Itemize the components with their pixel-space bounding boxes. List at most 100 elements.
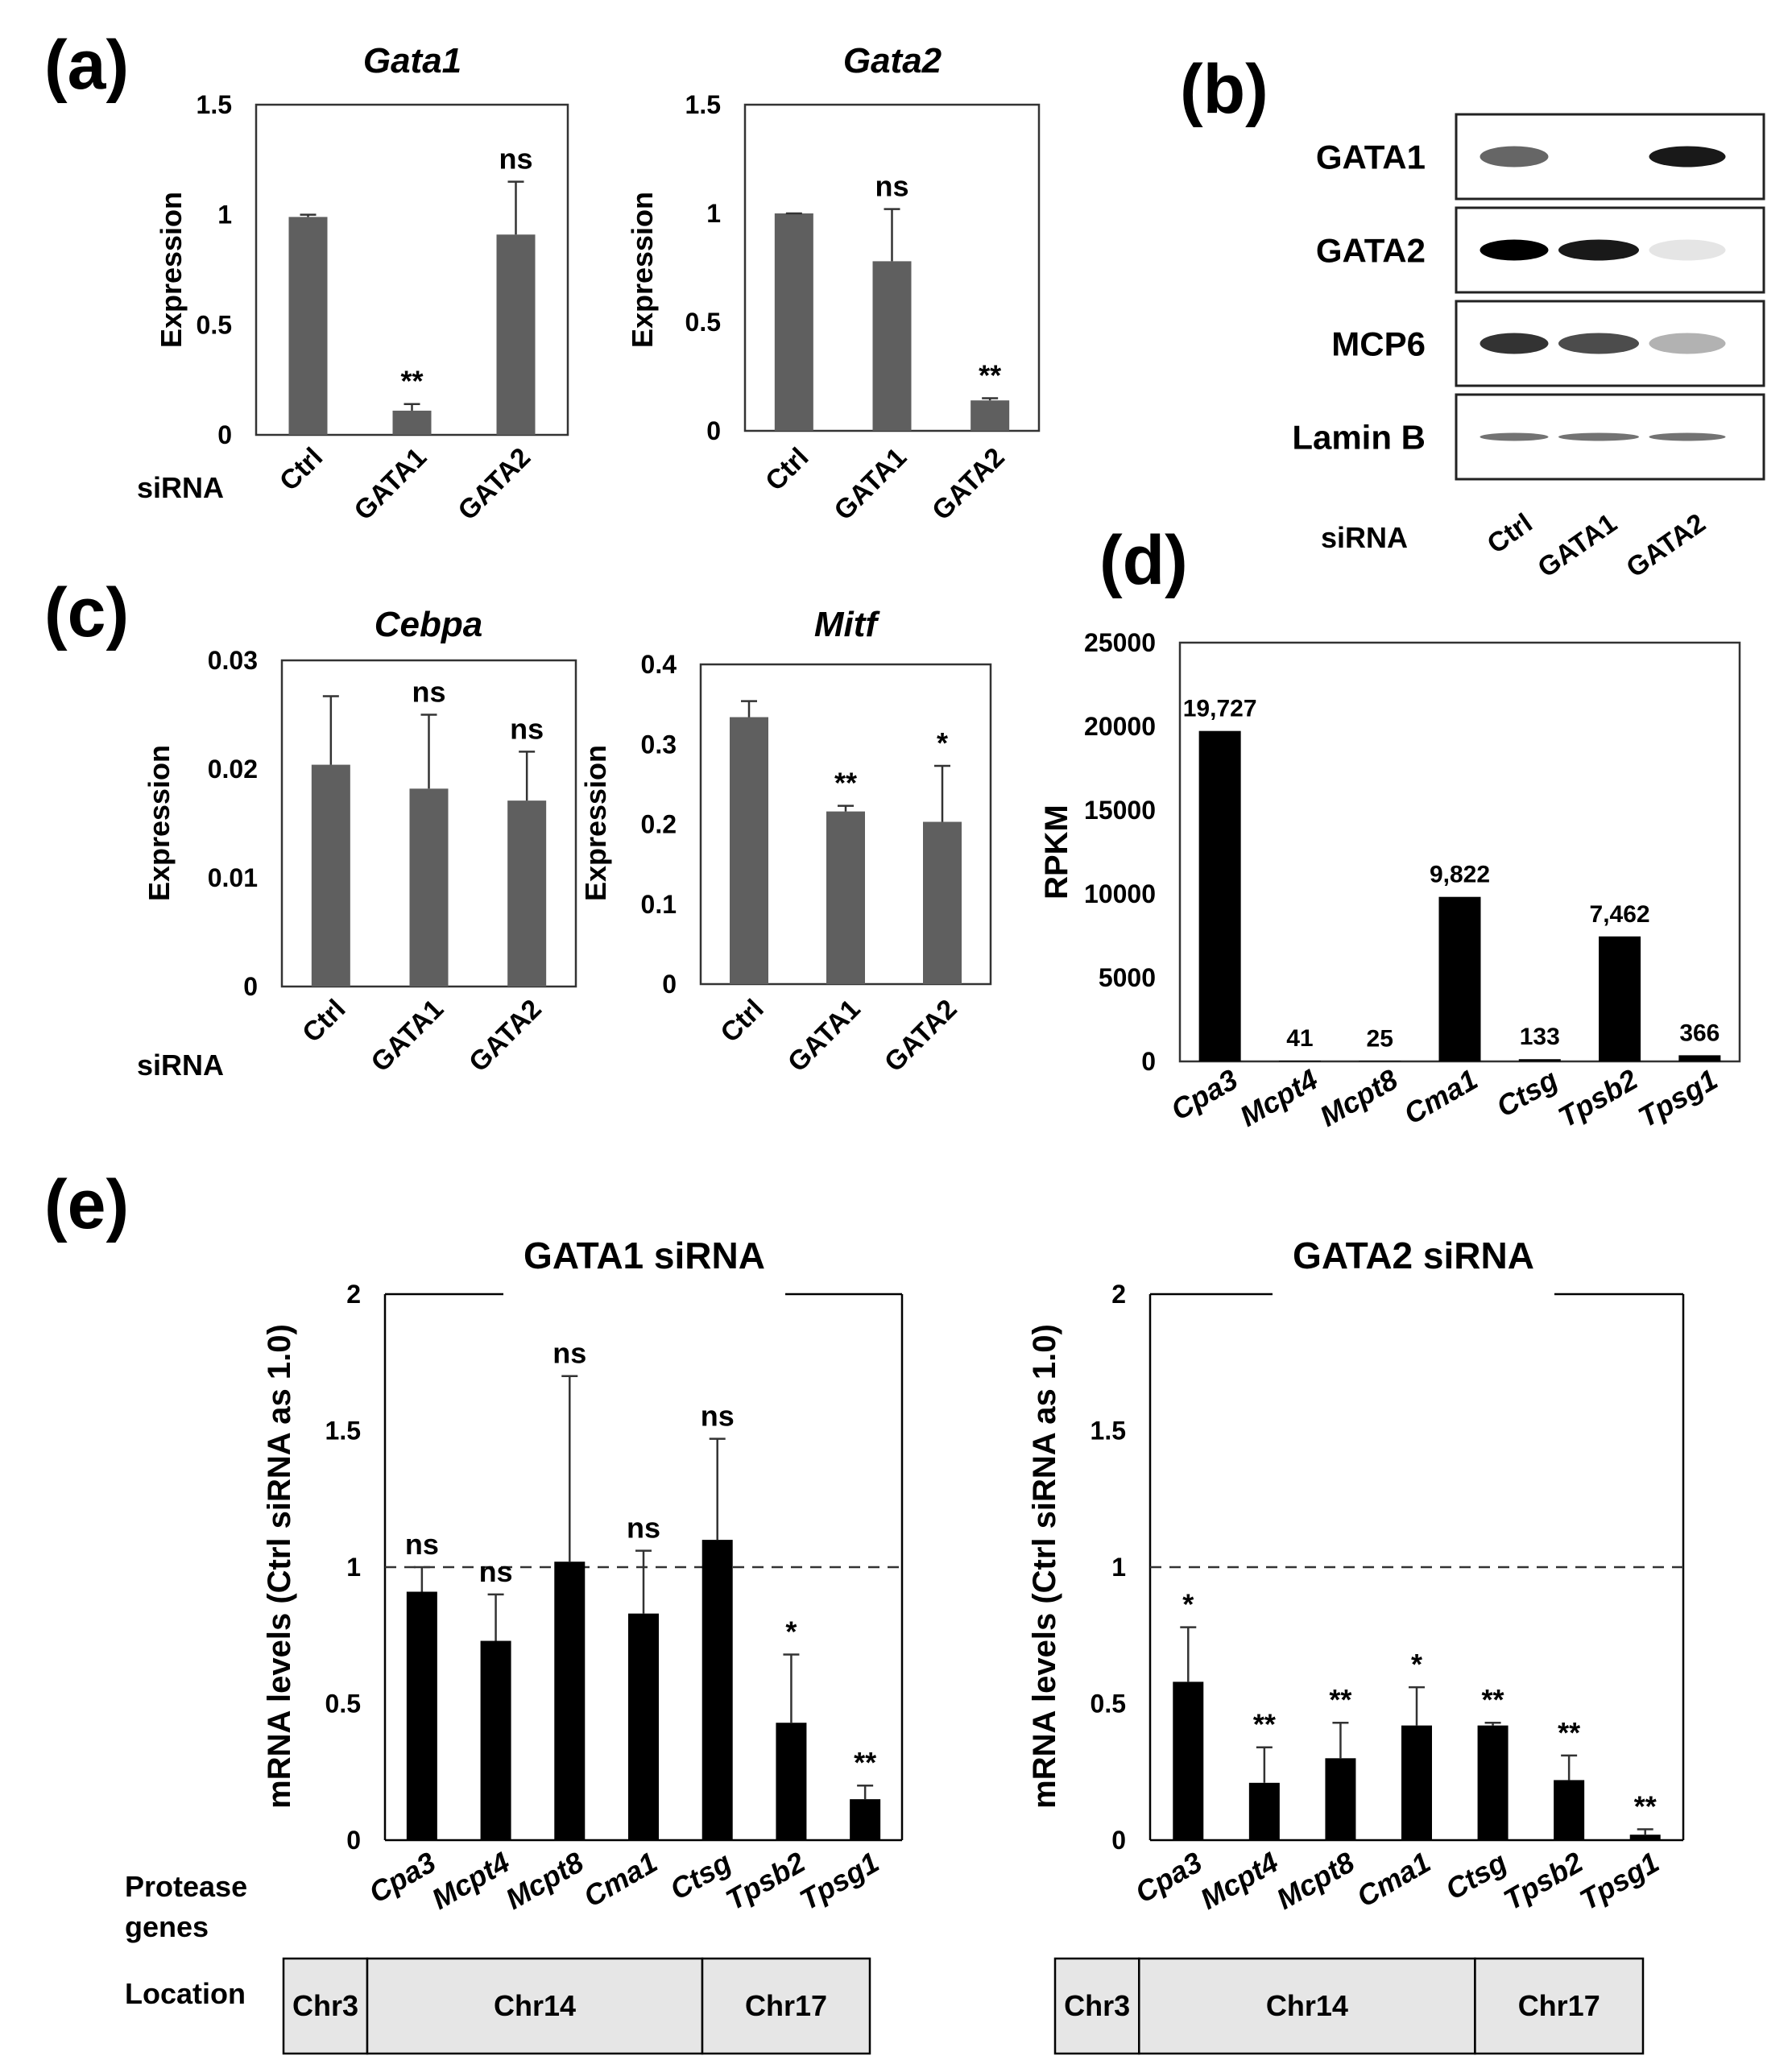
y-tick-label: 0 [346, 1826, 361, 1855]
significance-label: ns [701, 1400, 735, 1433]
y-tick-label: 0 [1141, 1047, 1156, 1076]
significance-label: ns [499, 143, 532, 176]
category-label: Ctsg [1440, 1845, 1513, 1906]
category-label: GATA2 [926, 442, 1011, 527]
bar-cma1 [628, 1613, 659, 1840]
significance-label: * [785, 1615, 797, 1648]
data-label: 133 [1520, 1024, 1560, 1050]
data-label: 9,822 [1430, 862, 1490, 888]
bar-ctsg [1477, 1725, 1509, 1840]
y-axis-label: mRNA levels (Ctrl siRNA as 1.0) [1027, 1324, 1062, 1809]
blot-lane-label: Ctrl [1482, 507, 1538, 560]
location-segment [1053, 1957, 1140, 2055]
category-label: GATA1 [828, 442, 913, 527]
chart-gata2-expression: 0 0.5 1 1.5 Expression Gata2 Ctrl ns GATA1 ** GATA… [626, 41, 1041, 527]
significance-label: ** [1329, 1683, 1351, 1716]
bar-tpsb2 [1599, 936, 1641, 1061]
y-tick-label: 0.02 [208, 755, 258, 784]
category-label: GATA1 [348, 442, 432, 527]
panel-label-d: (d) [1099, 522, 1188, 599]
blot-row-label: MCP6 [1331, 325, 1426, 363]
y-tick-label: 25000 [1084, 628, 1156, 657]
location-segment [282, 1957, 369, 2055]
significance-label: ** [979, 359, 1001, 392]
chart-gata1-sirna-protease: 0 0.5 1 1.5 2 mRNA levels (Ctrl siRNA as 1.0)… [262, 1235, 904, 1917]
blot-band [1480, 146, 1549, 168]
location-segment-label: Chr17 [745, 1989, 827, 2022]
category-label: Mcpt4 [1234, 1062, 1323, 1133]
location-segment-label: Chr3 [292, 1989, 358, 2022]
chart-title: Mitf [814, 605, 881, 644]
bar-cpa3 [1173, 1682, 1204, 1840]
y-tick-label: 1 [1111, 1553, 1126, 1582]
y-tick-label: 0.2 [641, 810, 677, 839]
location-segment-label: Chr17 [1518, 1989, 1600, 2022]
y-tick-label: 0 [662, 970, 677, 999]
significance-label: ns [510, 712, 544, 745]
bar-gata1 [409, 788, 449, 987]
y-tick-label: 1.5 [1091, 1417, 1126, 1446]
y-axis-label: mRNA levels (Ctrl siRNA as 1.0) [262, 1324, 297, 1809]
data-label: 366 [1679, 1020, 1720, 1046]
category-label: GATA1 [365, 994, 449, 1078]
bar-cma1 [1401, 1725, 1432, 1840]
chart-title: Gata1 [363, 41, 461, 81]
protease-genes-label-line1: Protease [125, 1870, 247, 1903]
bar-gata2 [507, 800, 547, 987]
bar-gata1 [392, 410, 432, 435]
category-label: Mcpt8 [1271, 1845, 1360, 1916]
blot-band [1480, 432, 1549, 441]
bar-tpsg1 [1629, 1835, 1661, 1840]
bar-tpsb2 [1554, 1780, 1585, 1840]
y-tick-label: 0 [243, 972, 258, 1001]
bar-cma1 [1438, 896, 1481, 1061]
y-tick-label: 0 [706, 416, 721, 445]
category-label: GATA2 [463, 994, 548, 1078]
blot-lane-label: GATA1 [1533, 507, 1623, 583]
category-label: Tpsg1 [1633, 1062, 1723, 1134]
bar-cpa3 [1198, 730, 1241, 1061]
location-segment [1138, 1957, 1476, 2055]
y-tick-label: 20000 [1084, 712, 1156, 741]
panel-label-c: (c) [44, 574, 129, 652]
bar-ctsg [701, 1540, 733, 1840]
bar-ctrl [311, 764, 350, 987]
bar-ctsg [1518, 1059, 1561, 1061]
category-label: Cpa3 [363, 1845, 441, 1909]
y-tick-label: 2 [1111, 1280, 1126, 1309]
significance-label: ** [1253, 1708, 1276, 1741]
category-label: GATA1 [782, 994, 867, 1078]
panel-label-e: (e) [44, 1166, 129, 1243]
y-tick-label: 0.4 [641, 650, 677, 679]
location-segment [701, 1957, 871, 2055]
blot-lane-label: GATA2 [1621, 507, 1711, 583]
category-label: Tpsg1 [1574, 1845, 1664, 1917]
y-tick-label: 1 [217, 201, 232, 230]
category-label: Cma1 [578, 1845, 663, 1913]
data-label: 25 [1367, 1025, 1393, 1052]
chart-rpkm: 0 5000 10000 15000 20000 25000 RPKM 19,727 Cpa3 4… [1039, 628, 1741, 1134]
category-label: Cma1 [1398, 1062, 1483, 1131]
category-label: Mcpt8 [1314, 1062, 1404, 1133]
data-label: 41 [1286, 1025, 1313, 1052]
category-label: Tpsb2 [1498, 1845, 1588, 1917]
significance-label: ns [875, 170, 908, 203]
y-tick-label: 1.5 [197, 90, 232, 119]
category-label: Mcpt4 [1194, 1845, 1284, 1916]
y-tick-label: 2 [346, 1280, 361, 1309]
bar-ctrl [774, 213, 813, 431]
blot-row-label: GATA2 [1316, 232, 1426, 270]
significance-label: * [1411, 1648, 1422, 1681]
chart-mitf-expression: 0 0.1 0.2 0.3 0.4 Expression Mitf Ctrl ** GATA1 * G… [579, 605, 992, 1078]
blot-band [1558, 432, 1639, 441]
category-label: Ctrl [274, 442, 329, 497]
bar-mcpt8 [554, 1562, 586, 1840]
bar-gata1 [872, 261, 912, 431]
y-axis-label: Expression [143, 745, 176, 901]
y-tick-label: 5000 [1099, 963, 1156, 992]
bar-gata1 [826, 811, 865, 984]
blot-row-label: GATA1 [1316, 139, 1426, 176]
y-tick-label: 15000 [1084, 796, 1156, 825]
